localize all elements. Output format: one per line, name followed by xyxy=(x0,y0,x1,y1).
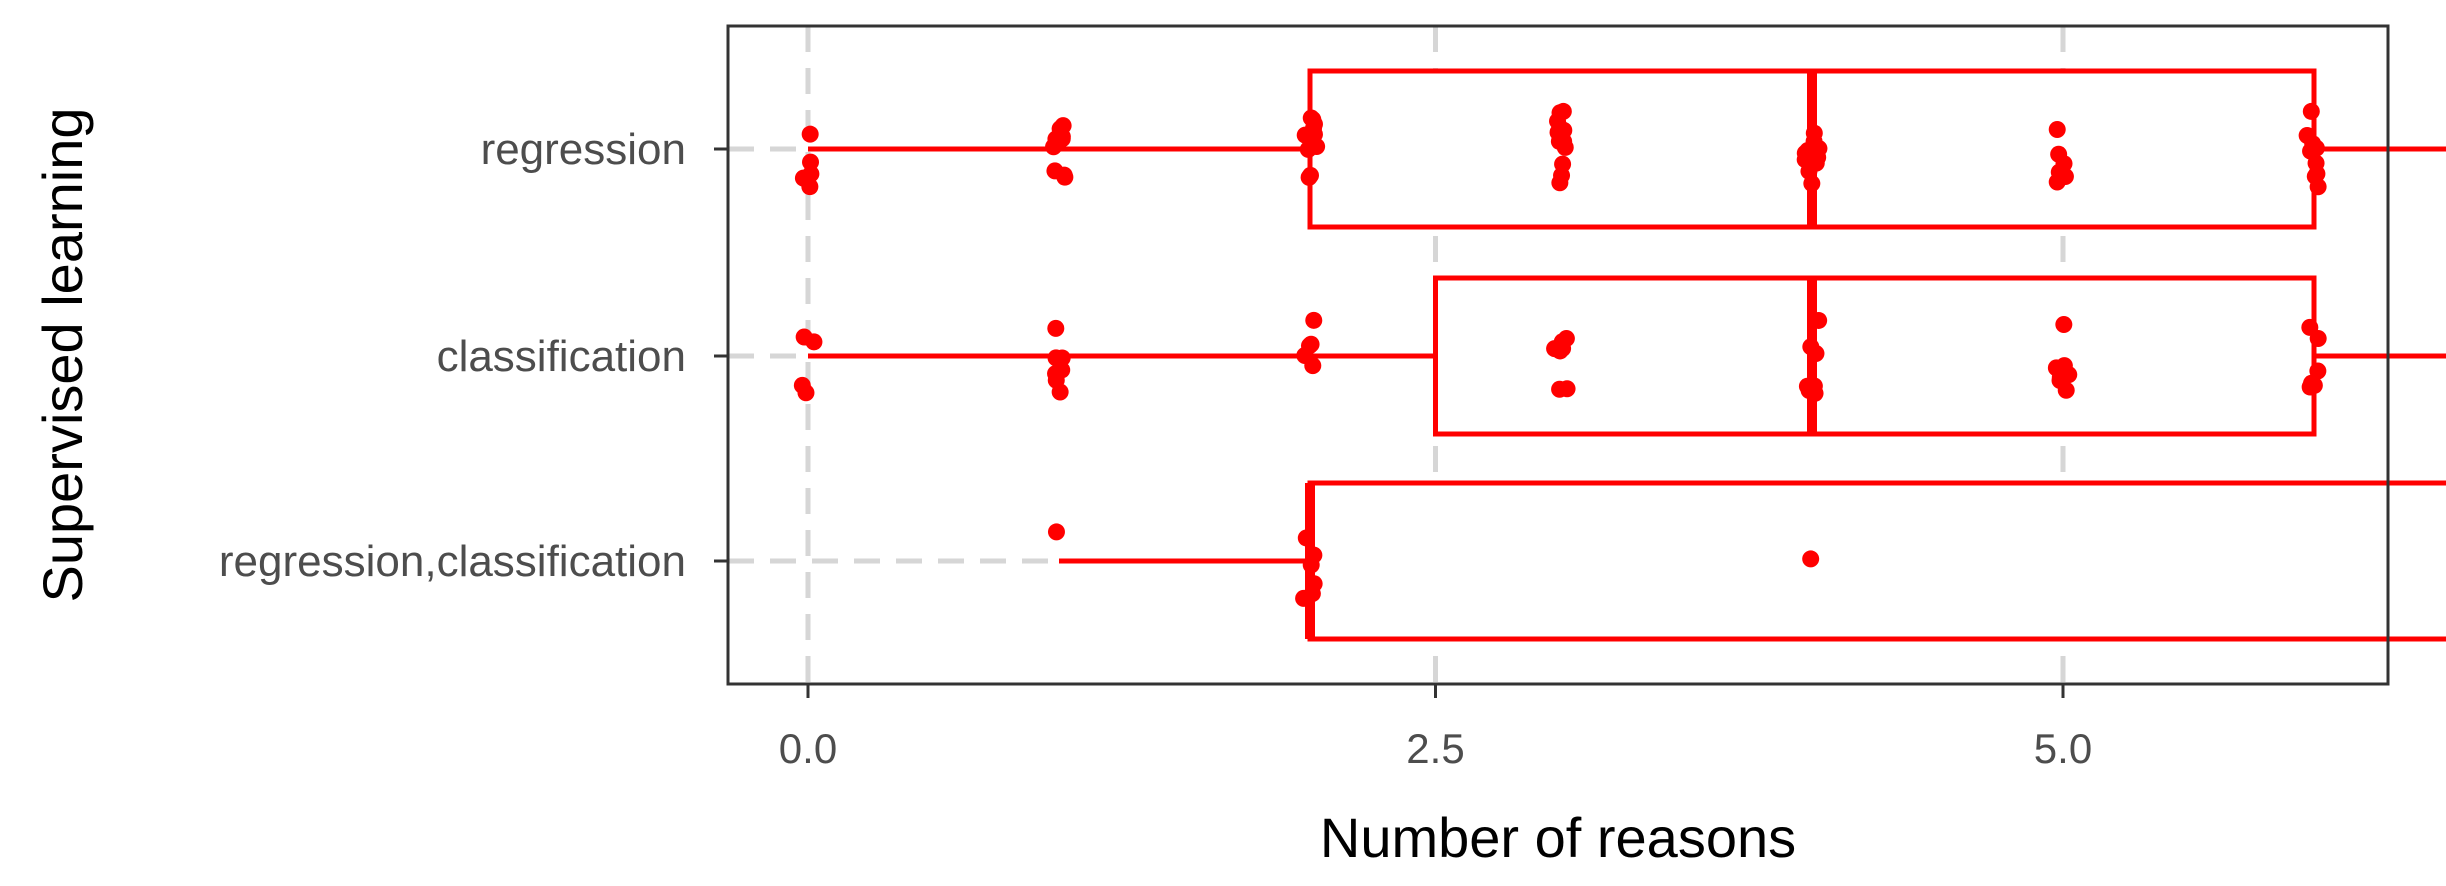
data-point xyxy=(1047,319,1065,337)
y-tick-label: regression,classification xyxy=(219,537,686,586)
x-tick-label: 2.5 xyxy=(1406,725,1464,772)
data-point xyxy=(1546,340,1564,358)
data-point xyxy=(1297,529,1315,547)
data-point xyxy=(797,384,815,402)
data-point xyxy=(1556,138,1574,156)
data-point xyxy=(1303,585,1321,603)
data-point xyxy=(1047,523,1065,541)
data-point xyxy=(1305,311,1323,329)
data-point xyxy=(2057,381,2075,399)
data-point xyxy=(1302,335,1320,353)
data-point xyxy=(2050,163,2068,181)
data-point xyxy=(1802,550,1820,568)
data-point xyxy=(1053,361,1071,379)
data-point xyxy=(2309,329,2327,347)
data-point xyxy=(1056,168,1074,186)
data-point xyxy=(1302,166,1320,184)
data-point xyxy=(801,125,819,143)
x-axis-title: Number of reasons xyxy=(1320,806,1796,869)
data-point xyxy=(1554,102,1572,120)
box xyxy=(1433,275,2317,437)
data-point xyxy=(2307,154,2325,172)
data-point xyxy=(2306,167,2324,185)
data-point xyxy=(1810,139,1828,157)
data-point xyxy=(1807,344,1825,362)
box xyxy=(1307,480,2446,642)
data-point xyxy=(1304,357,1322,375)
data-point xyxy=(2307,139,2325,157)
data-point xyxy=(1302,109,1320,127)
data-point xyxy=(2055,315,2073,333)
data-point xyxy=(2048,120,2066,138)
data-point xyxy=(1554,155,1572,173)
data-point xyxy=(795,328,813,346)
data-point xyxy=(1810,311,1828,329)
y-tick-label: classification xyxy=(437,332,686,381)
data-point xyxy=(1053,349,1071,367)
data-point xyxy=(1551,380,1569,398)
data-point xyxy=(802,165,820,183)
data-point xyxy=(2302,102,2320,120)
data-point xyxy=(1800,162,1818,180)
data-point xyxy=(1049,135,1067,153)
x-tick-label: 0.0 xyxy=(779,725,837,772)
data-point xyxy=(1305,546,1323,564)
data-point xyxy=(1551,119,1569,137)
y-axis-title: Supervised learning xyxy=(31,108,94,603)
x-axis: 0.02.55.07.510.012.5 xyxy=(779,684,2092,772)
y-tick-label: regression xyxy=(481,125,686,174)
x-tick-label: 5.0 xyxy=(2034,725,2092,772)
data-point xyxy=(1805,377,1823,395)
point-layer xyxy=(793,102,2327,607)
data-point xyxy=(2298,127,2316,145)
data-point xyxy=(1305,125,1323,143)
data-point xyxy=(2309,362,2327,380)
data-point xyxy=(1557,330,1575,348)
y-axis: regression classification regression,class… xyxy=(219,125,728,586)
